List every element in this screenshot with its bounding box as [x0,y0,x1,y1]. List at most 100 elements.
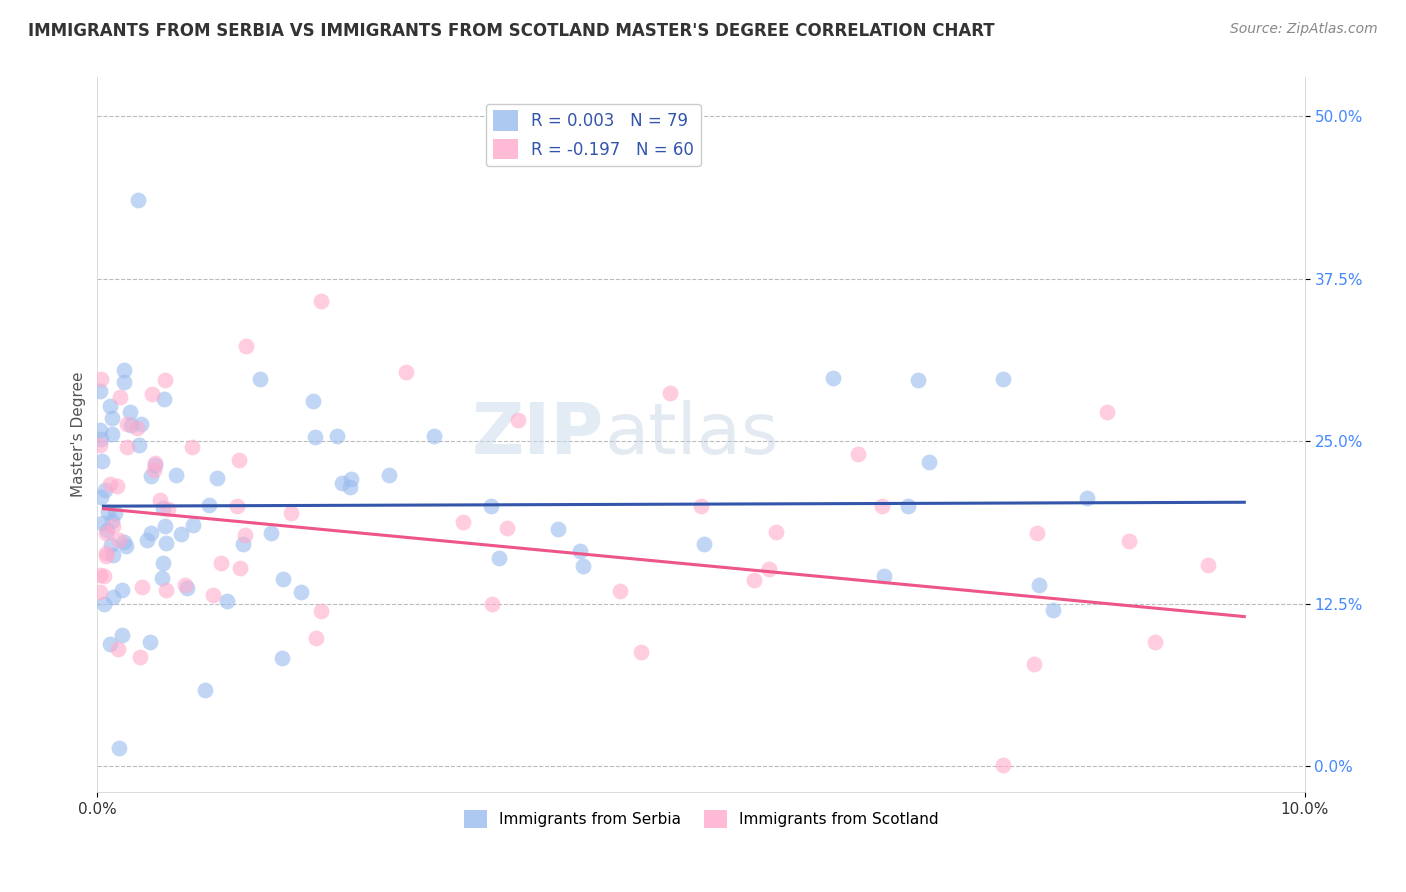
Point [120,404,142,418]
Point [225,500,247,514]
Point [907,373,929,387]
Point [280,506,302,520]
Point [765,524,787,539]
Point [100,538,122,552]
Point [141,387,163,401]
Point [173,578,195,592]
Point [131,581,153,595]
Point [228,453,250,467]
Point [395,365,418,379]
Point [918,455,941,469]
Point [165,467,187,482]
Point [758,562,780,576]
Point [232,536,254,550]
Point [693,537,716,551]
Point [155,583,177,598]
Point [155,535,177,549]
Point [90,432,112,446]
Point [120,417,142,432]
Point [128,650,150,665]
Point [993,757,1015,772]
Point [609,584,631,599]
Point [100,477,122,491]
Point [823,370,845,384]
Point [156,502,179,516]
Point [155,373,177,387]
Point [101,590,124,604]
Point [846,447,869,461]
Point [205,470,228,484]
Point [89,568,111,582]
Point [181,518,204,533]
Point [135,533,157,547]
Point [112,375,135,389]
Point [93,569,115,583]
Point [101,427,124,442]
Point [107,479,129,493]
Point [115,539,138,553]
Point [202,588,225,602]
Point [326,429,349,443]
Point [149,493,172,508]
Point [96,523,118,537]
Point [305,631,328,645]
Point [103,548,125,562]
Point [496,521,519,535]
Point [143,456,166,470]
Point [1076,491,1098,506]
Point [211,556,233,570]
Point [131,417,153,432]
Point [89,584,111,599]
Point [271,651,294,665]
Point [138,635,160,649]
Point [97,505,120,519]
Point [143,458,166,472]
Point [89,384,111,398]
Point [112,535,135,549]
Point [108,740,131,755]
Point [1118,533,1140,548]
Point [180,440,202,454]
Point [108,390,131,404]
Point [107,641,129,656]
Point [104,506,127,520]
Point [233,528,256,542]
Point [215,593,238,607]
Point [229,561,252,575]
Point [1097,405,1119,419]
Point [1144,635,1167,649]
Point [111,582,134,597]
Point [330,475,353,490]
Point [94,483,117,498]
Point [340,472,363,486]
Point [1197,558,1219,572]
Point [153,518,176,533]
Point [271,572,294,586]
Point [309,294,332,309]
Point [115,441,138,455]
Point [101,515,124,529]
Point [128,438,150,452]
Point [481,597,503,611]
Point [101,410,124,425]
Point [153,392,176,406]
Point [170,527,193,541]
Point [870,500,893,514]
Point [94,549,117,563]
Point [139,525,162,540]
Point [630,645,652,659]
Point [101,518,124,533]
Text: atlas: atlas [605,401,779,469]
Point [194,683,217,698]
Point [488,551,510,566]
Point [152,556,174,570]
Point [569,543,592,558]
Point [423,428,446,442]
Point [197,498,219,512]
Point [91,454,114,468]
Point [98,636,121,650]
Point [897,499,920,513]
Point [111,628,134,642]
Text: IMMIGRANTS FROM SERBIA VS IMMIGRANTS FROM SCOTLAND MASTER'S DEGREE CORRELATION C: IMMIGRANTS FROM SERBIA VS IMMIGRANTS FRO… [28,22,995,40]
Text: Source: ZipAtlas.com: Source: ZipAtlas.com [1230,22,1378,37]
